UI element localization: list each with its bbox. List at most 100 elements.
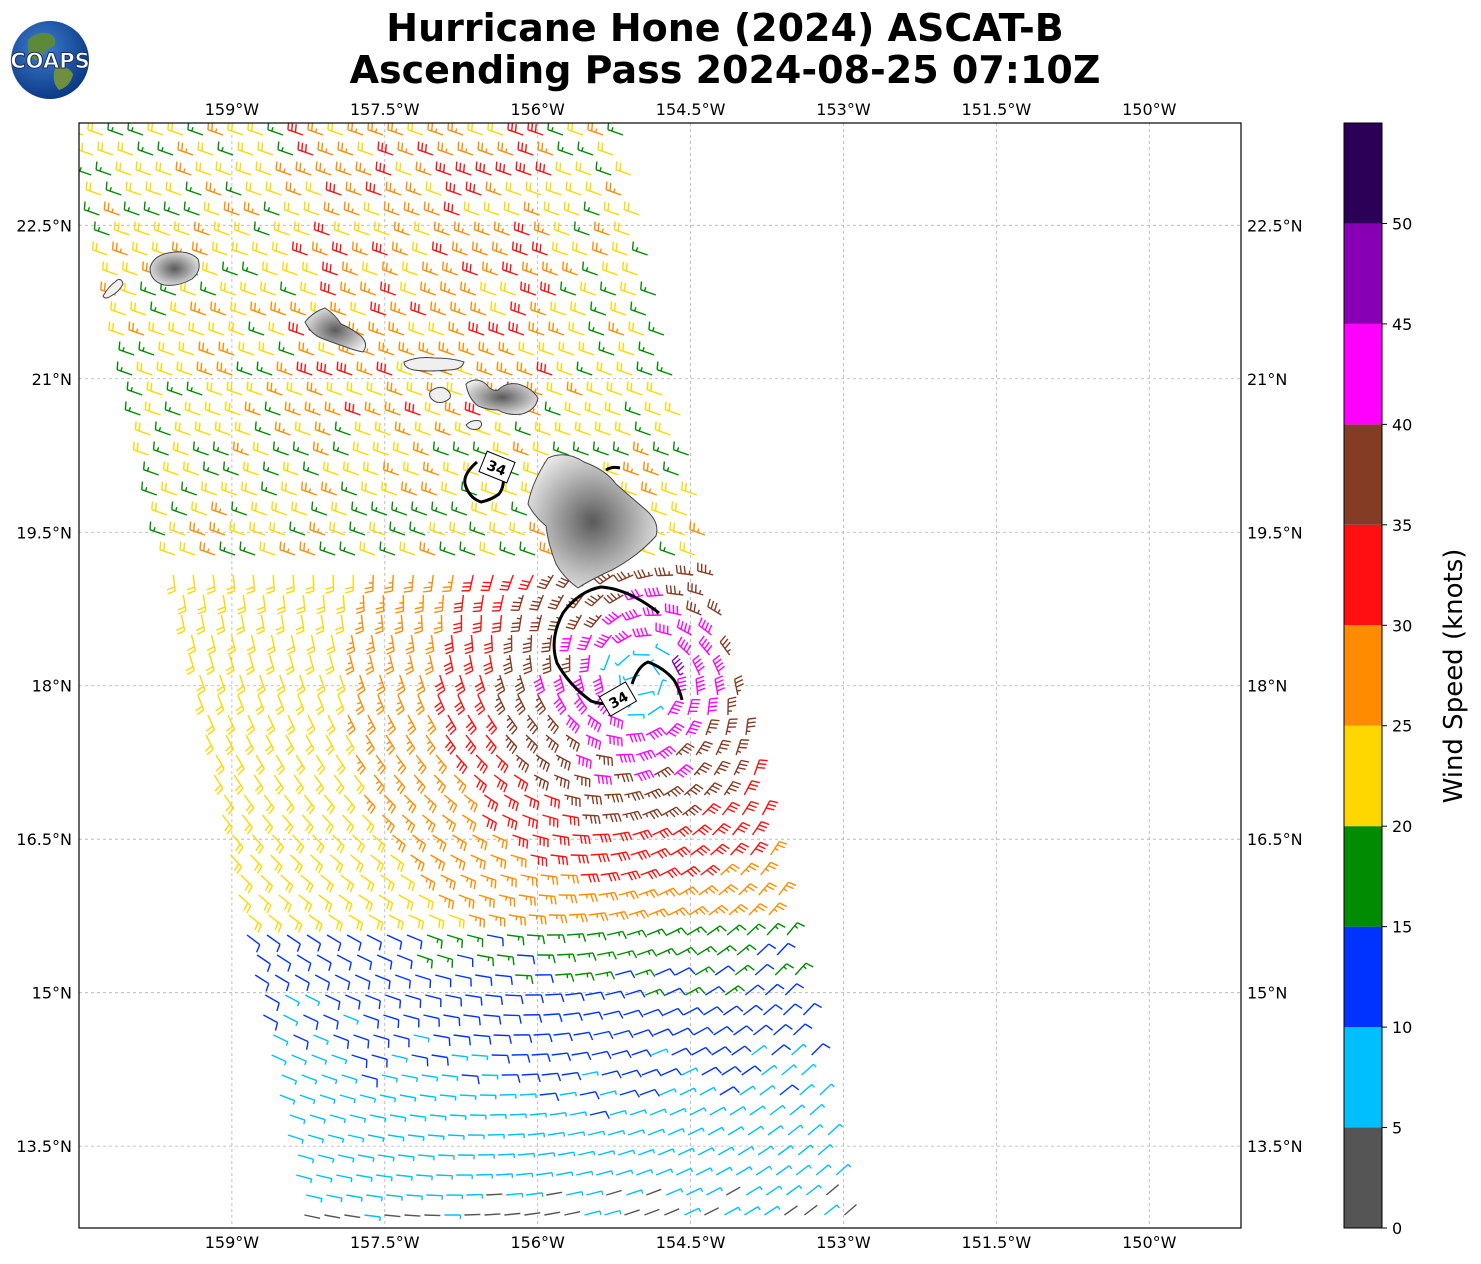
colorbar-tick-label: 5 bbox=[1392, 1119, 1402, 1138]
wind-barb bbox=[172, 441, 189, 456]
wind-barb bbox=[401, 261, 418, 276]
wind-barb bbox=[458, 341, 475, 356]
wind-barb bbox=[302, 461, 319, 476]
wind-barb bbox=[318, 341, 335, 356]
wind-barb bbox=[248, 321, 265, 336]
wind-barb bbox=[116, 361, 133, 376]
wind-barb bbox=[294, 421, 311, 436]
wind-barb bbox=[281, 261, 298, 276]
wind-barb bbox=[435, 161, 452, 176]
wind-barb bbox=[470, 301, 487, 316]
wind-barb bbox=[264, 401, 281, 416]
colorbar-bin bbox=[1344, 223, 1382, 324]
wind-barb bbox=[341, 481, 358, 496]
wind-barb bbox=[198, 341, 215, 356]
wind-barb bbox=[585, 181, 602, 196]
wind-barb bbox=[433, 221, 450, 236]
wind-barb bbox=[443, 201, 460, 216]
wind-barb bbox=[485, 181, 502, 196]
wind-barb bbox=[153, 221, 170, 236]
wind-barb bbox=[531, 241, 548, 256]
wind-barb bbox=[438, 341, 455, 356]
wind-barb bbox=[422, 461, 439, 476]
wind-barb bbox=[608, 321, 625, 336]
lon-tick-label-top: 157.5°W bbox=[350, 100, 420, 119]
wind-barb bbox=[128, 321, 145, 336]
wind-barb bbox=[110, 301, 127, 316]
wind-barb bbox=[412, 441, 429, 456]
colorbar-tick-label: 45 bbox=[1392, 315, 1412, 334]
wind-barb bbox=[592, 441, 609, 456]
wind-barb bbox=[266, 381, 283, 396]
wind-barb bbox=[301, 481, 318, 496]
wind-barb bbox=[357, 141, 374, 156]
wind-barb bbox=[240, 281, 257, 296]
wind-barb bbox=[593, 221, 610, 236]
wind-barb bbox=[610, 301, 627, 316]
wind-barb bbox=[543, 201, 560, 216]
wind-barb bbox=[202, 461, 219, 476]
wind-barb bbox=[331, 501, 348, 516]
lon-tick-label-bottom: 150°W bbox=[1122, 1233, 1177, 1252]
lat-tick-label-left: 22.5°N bbox=[16, 216, 72, 235]
wind-barb bbox=[105, 181, 122, 196]
wind-barb bbox=[428, 321, 445, 336]
wind-barb bbox=[326, 381, 343, 396]
wind-barb bbox=[405, 181, 422, 196]
lon-tick-label-bottom: 153°W bbox=[816, 1233, 871, 1252]
wind-barb bbox=[391, 501, 408, 516]
wind-barb bbox=[238, 341, 255, 356]
wind-barb bbox=[381, 481, 398, 496]
wind-barb bbox=[252, 441, 269, 456]
wind-barb bbox=[634, 421, 651, 436]
wind-barb bbox=[130, 301, 147, 316]
wind-barb bbox=[161, 481, 178, 496]
wind-barb bbox=[631, 241, 648, 256]
wind-barb bbox=[574, 421, 591, 436]
wind-barb bbox=[554, 421, 571, 436]
wind-barb bbox=[286, 381, 303, 396]
colorbar-bin bbox=[1344, 524, 1382, 626]
colorbar-label: Wind Speed (knots) bbox=[1439, 549, 1469, 804]
wind-barb bbox=[177, 141, 194, 156]
wind-barb bbox=[142, 461, 159, 476]
wind-barb bbox=[268, 321, 285, 336]
wind-barb bbox=[540, 281, 557, 296]
wind-barb bbox=[311, 501, 328, 516]
wind-barb bbox=[261, 481, 278, 496]
wind-barb bbox=[134, 421, 151, 436]
island-lanai bbox=[429, 387, 451, 403]
wind-barb bbox=[234, 421, 251, 436]
wind-barb bbox=[403, 201, 420, 216]
wind-barb bbox=[331, 241, 348, 256]
wind-barb bbox=[390, 301, 407, 316]
wind-barb bbox=[301, 261, 318, 276]
wind-barb bbox=[247, 123, 264, 136]
wind-barb bbox=[462, 461, 479, 476]
wind-barb bbox=[245, 181, 262, 196]
wind-barb bbox=[393, 221, 410, 236]
wind-barb bbox=[533, 221, 550, 236]
wind-barb bbox=[375, 161, 392, 176]
wind-barb bbox=[452, 441, 469, 456]
wind-barb bbox=[306, 381, 323, 396]
wind-barb bbox=[652, 441, 669, 456]
wind-barb bbox=[231, 241, 248, 256]
wind-barb bbox=[127, 123, 144, 136]
wind-barb bbox=[277, 141, 294, 156]
wind-barb bbox=[362, 461, 379, 476]
lat-tick-label-right: 15°N bbox=[1247, 984, 1287, 1003]
wind-barb bbox=[243, 201, 260, 216]
wind-barb bbox=[164, 401, 181, 416]
colorbar-tick-label: 35 bbox=[1392, 516, 1412, 535]
wind-barb bbox=[361, 261, 378, 276]
wind-barb bbox=[461, 261, 478, 276]
wind-barb bbox=[514, 421, 531, 436]
wind-barb bbox=[513, 221, 530, 236]
wind-barb bbox=[632, 441, 649, 456]
wind-barb bbox=[644, 401, 661, 416]
wind-barb bbox=[450, 301, 467, 316]
wind-barb bbox=[221, 481, 238, 496]
wind-barb bbox=[476, 361, 493, 376]
wind-barb bbox=[307, 123, 324, 136]
